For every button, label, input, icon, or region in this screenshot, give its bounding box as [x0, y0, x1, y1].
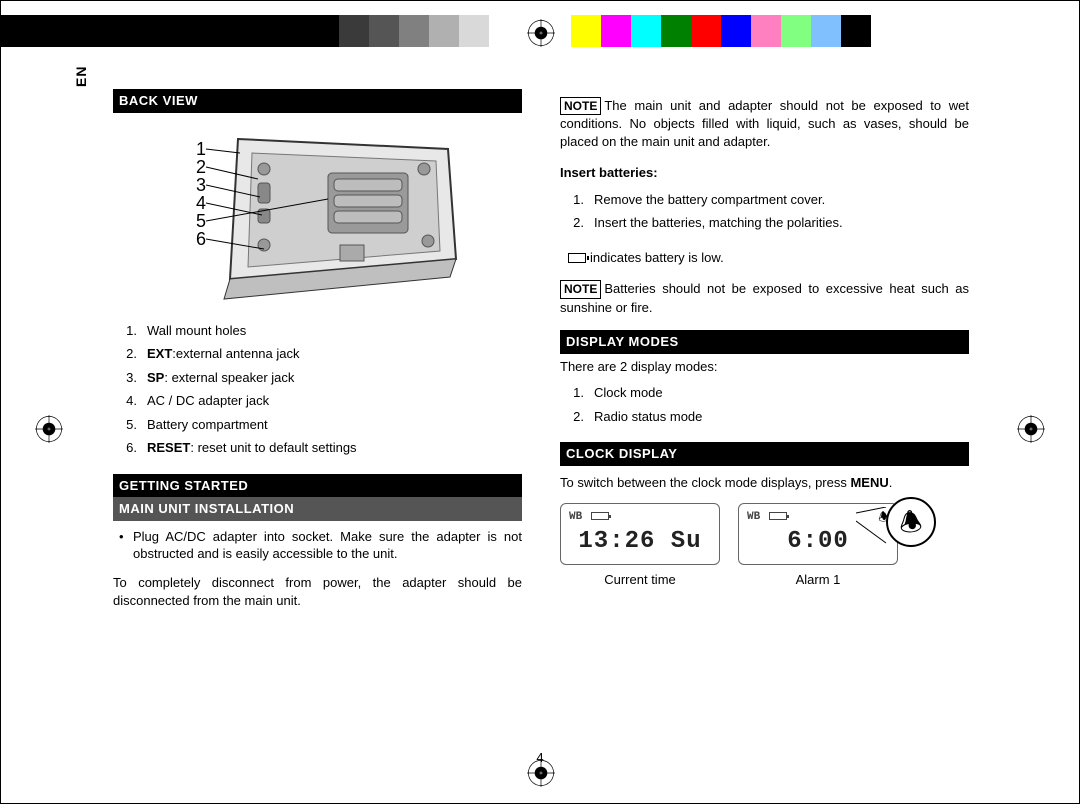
svg-text:6: 6 [196, 229, 206, 249]
list-item: 6.RESET: reset unit to default settings [121, 436, 522, 460]
zoom-lines [856, 507, 896, 547]
lcd-label-2: Alarm 1 [738, 571, 898, 589]
heading-clock-display: CLOCK DISPLAY [560, 442, 969, 466]
list-item: 3.SP: external speaker jack [121, 366, 522, 390]
svg-text:2: 2 [196, 157, 206, 177]
registration-mark-top [527, 19, 555, 47]
list-item: 4.AC / DC adapter jack [121, 389, 522, 413]
lcd-label-1: Current time [560, 571, 720, 589]
disconnect-note: To completely disconnect from power, the… [113, 574, 522, 609]
heading-back-view: BACK VIEW [113, 89, 522, 113]
registration-mark-left [35, 415, 63, 443]
list-item: 1.Remove the battery compartment cover. [568, 188, 969, 212]
right-column: NOTEThe main unit and adapter should not… [560, 89, 969, 623]
battery-low-text: indicates battery is low. [590, 250, 724, 265]
page-number: 4 [1, 750, 1079, 765]
lcd-time-1: 13:26 Su [561, 526, 719, 558]
note-wet-text: The main unit and adapter should not be … [560, 98, 969, 149]
clock-display-text: To switch between the clock mode display… [560, 474, 969, 492]
registration-mark-right [1017, 415, 1045, 443]
note-label-2: NOTE [560, 280, 601, 298]
left-column: BACK VIEW 1 2 3 4 5 6 [113, 89, 522, 623]
back-view-diagram: 1 2 3 4 5 6 [113, 119, 522, 309]
list-item: 5.Battery compartment [121, 413, 522, 437]
list-item: 2.Radio status mode [568, 405, 969, 429]
language-tab: EN [73, 66, 89, 87]
installation-bullets: Plug AC/DC adapter into socket. Make sur… [113, 527, 522, 564]
list-item: 2.EXT:external antenna jack [121, 342, 522, 366]
insert-batteries-list: 1.Remove the battery compartment cover.2… [560, 188, 969, 235]
insert-batteries-heading: Insert batteries: [560, 164, 969, 182]
lcd-battery-icon-2 [769, 512, 787, 520]
note-label: NOTE [560, 97, 601, 115]
heading-main-unit-installation: MAIN UNIT INSTALLATION [113, 497, 522, 521]
note-heat-text: Batteries should not be exposed to exces… [560, 281, 969, 314]
lcd-battery-icon [591, 512, 609, 520]
heading-display-modes: DISPLAY MODES [560, 330, 969, 354]
installation-bullet-1: Plug AC/DC adapter into socket. Make sur… [133, 527, 522, 564]
lcd-wb-icon-2: WB [747, 510, 760, 525]
heading-getting-started: GETTING STARTED [113, 474, 522, 498]
list-item: 2.Insert the batteries, matching the pol… [568, 211, 969, 235]
lcd-current-time: WB 13:26 Su [560, 503, 720, 565]
note-heat: NOTEBatteries should not be exposed to e… [560, 280, 969, 316]
battery-low-line: indicates battery is low. [568, 249, 969, 267]
display-modes-intro: There are 2 display modes: [560, 358, 969, 376]
list-item: 1.Wall mount holes [121, 319, 522, 343]
clock-display-menu: MENU [850, 475, 888, 490]
back-view-list: 1.Wall mount holes2.EXT:external antenna… [113, 319, 522, 460]
svg-text:4: 4 [196, 193, 206, 213]
battery-low-icon [568, 253, 586, 263]
list-item: 1.Clock mode [568, 381, 969, 405]
note-wet-conditions: NOTEThe main unit and adapter should not… [560, 97, 969, 150]
lcd-wb-icon: WB [569, 510, 582, 525]
clock-display-span: To switch between the clock mode display… [560, 475, 850, 490]
svg-text:5: 5 [196, 211, 206, 231]
svg-text:3: 3 [196, 175, 206, 195]
svg-text:1: 1 [196, 139, 206, 159]
display-modes-list: 1.Clock mode2.Radio status mode [560, 381, 969, 428]
